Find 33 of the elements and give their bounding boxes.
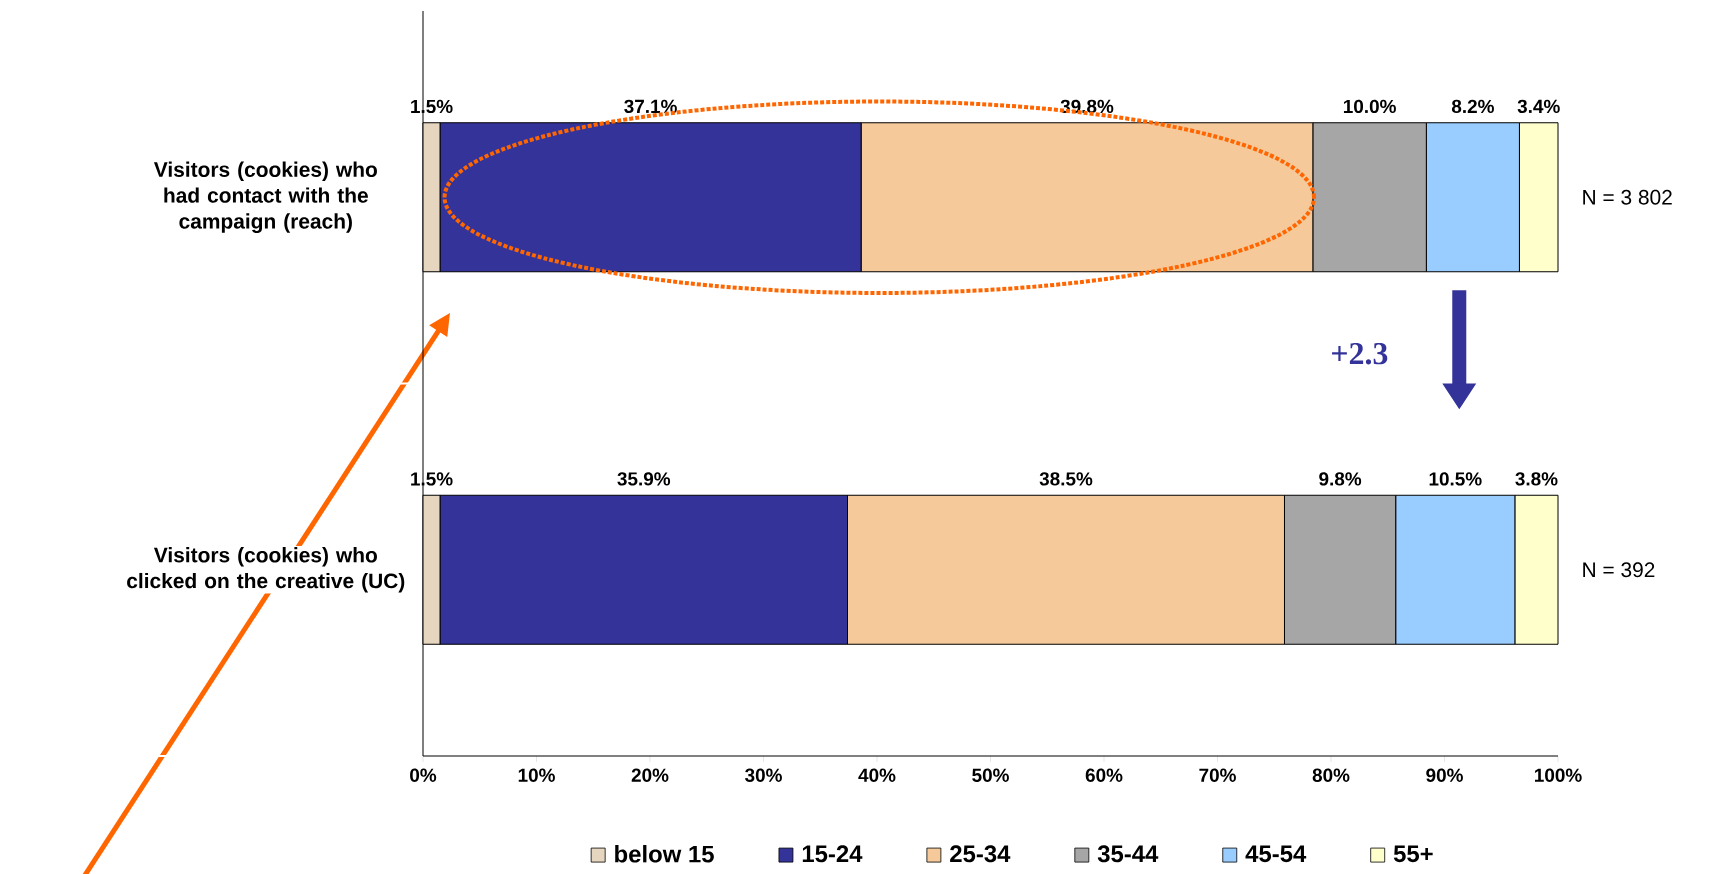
x-tick-label: 20% xyxy=(631,768,669,782)
x-tick-label: 0% xyxy=(410,768,437,782)
data-label: 10.0% xyxy=(1343,99,1396,114)
y-tick-label: Visitors (cookies) who had contact with the campaign (reach) xyxy=(153,161,377,233)
data-label: 10.5% xyxy=(1429,472,1482,486)
annotation: +2.3 xyxy=(1332,342,1388,365)
legend-label: 35-44 xyxy=(1097,845,1159,863)
x-tick-label: 90% xyxy=(1426,768,1463,782)
data-label: 8.2% xyxy=(1451,99,1494,114)
data-label: 1.5% xyxy=(411,472,453,486)
x-tick-label: 40% xyxy=(858,768,896,782)
legend-label: below 15 xyxy=(615,845,714,863)
data-label: 3.4% xyxy=(1517,99,1560,114)
data-label: 37.1% xyxy=(624,99,677,114)
legend-label: 25-34 xyxy=(950,845,1011,863)
text: N = 3 802 xyxy=(1583,189,1672,205)
x-tick-label: 50% xyxy=(972,768,1009,782)
text: N = 392 xyxy=(1583,562,1655,578)
data-label: 1.5% xyxy=(411,99,453,114)
legend-label: 55+ xyxy=(1393,845,1433,863)
legend-label: 15-24 xyxy=(802,845,863,863)
data-label: 9.8% xyxy=(1319,472,1362,486)
x-tick-label: 100% xyxy=(1534,768,1582,782)
data-label: 38.5% xyxy=(1039,472,1093,486)
y-tick-label: Visitors (cookies) who clicked on the creative (UC) xyxy=(127,547,405,593)
x-tick-label: 70% xyxy=(1199,768,1236,782)
x-tick-label: 10% xyxy=(518,768,555,782)
legend-label: 45-54 xyxy=(1245,845,1307,863)
x-tick-label: 60% xyxy=(1085,768,1123,782)
x-tick-label: 80% xyxy=(1312,768,1350,782)
x-tick-label: 30% xyxy=(745,768,782,782)
data-label: 3.8% xyxy=(1515,472,1558,486)
data-label: 35.9% xyxy=(617,472,671,486)
